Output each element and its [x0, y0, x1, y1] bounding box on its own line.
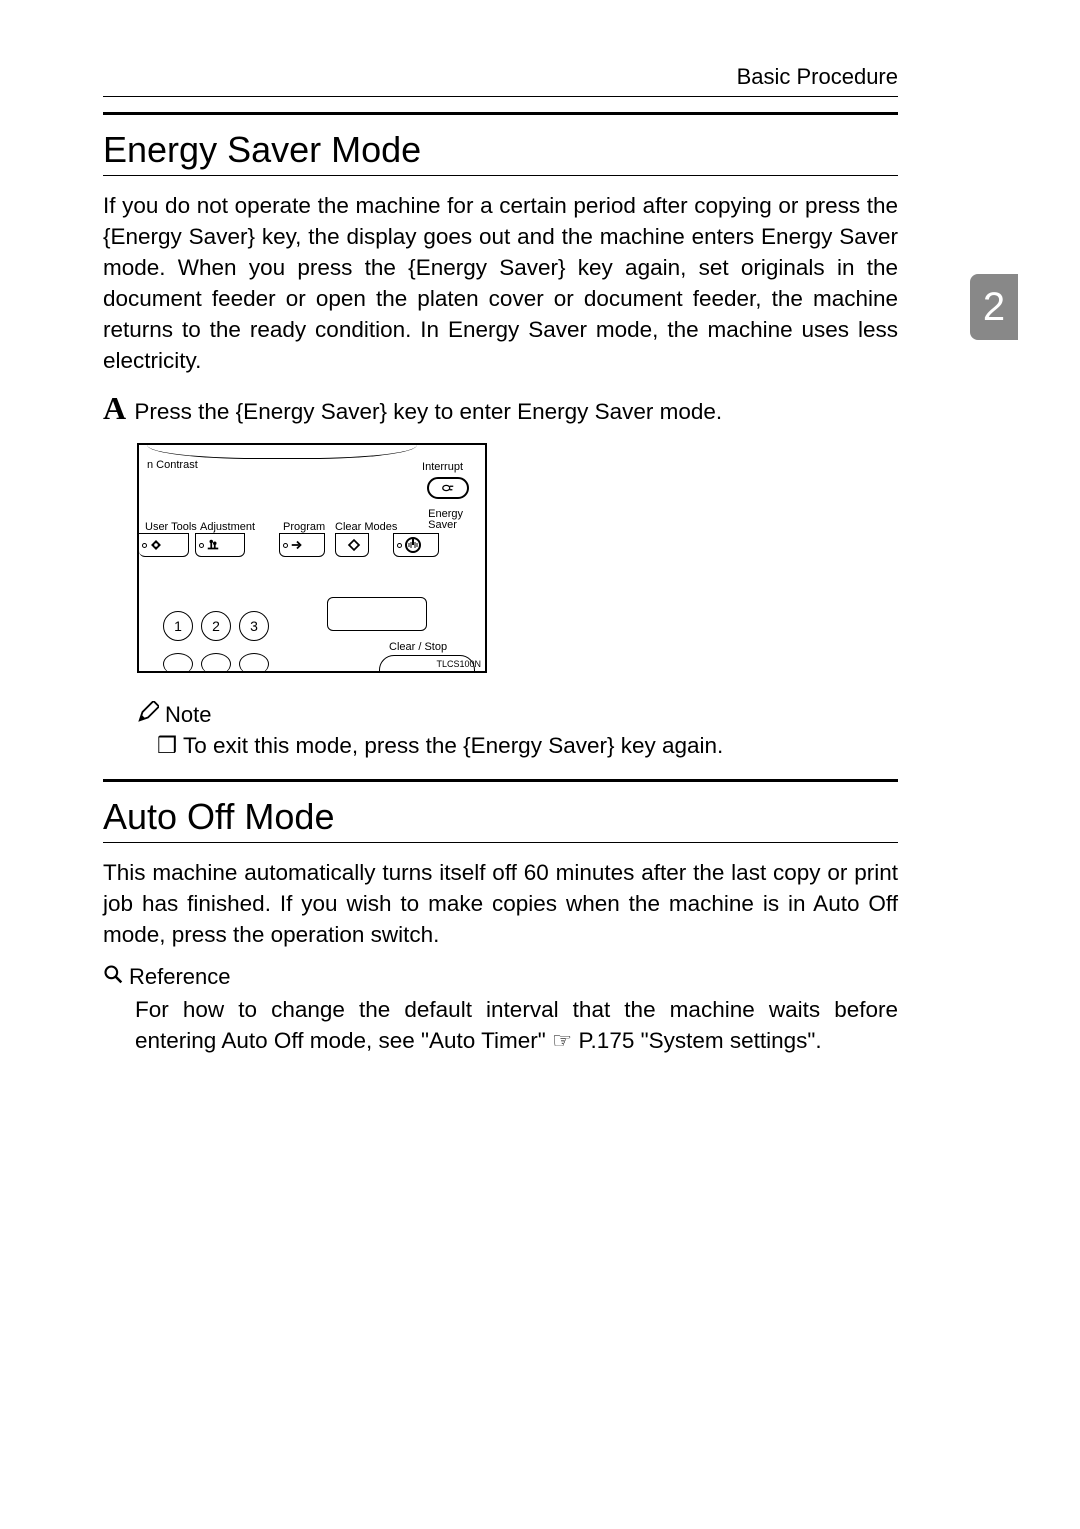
clear-stop-label: Clear / Stop: [389, 641, 447, 653]
led-icon: [283, 543, 288, 548]
numkey-1: 1: [163, 611, 193, 641]
interrupt-button: [427, 477, 469, 499]
reference-label: Reference: [129, 964, 231, 990]
energy-saver-button: [393, 533, 439, 557]
note-header: Note: [137, 701, 898, 729]
panel-curve: [147, 445, 417, 459]
contrast-label: n Contrast: [147, 459, 198, 471]
diamond-icon: [149, 538, 163, 552]
section-rule: [103, 175, 898, 176]
page-content: Energy Saver Mode If you do not operate …: [103, 112, 898, 1077]
reference-header: Reference: [103, 964, 898, 990]
section-body: If you do not operate the machine for a …: [103, 190, 898, 376]
slider-icon: [206, 538, 220, 552]
pencil-icon: [137, 701, 159, 729]
section-title-energy-saver: Energy Saver Mode: [103, 129, 898, 171]
page-reference: ☞ P.175: [552, 1028, 634, 1053]
step-text: Press the {Energy Saver} key to enter En…: [134, 399, 722, 424]
interrupt-icon: [441, 481, 455, 495]
reference-text-2: "System settings".: [641, 1028, 822, 1053]
energy-saver-label: Energy Saver: [428, 509, 463, 531]
note-block: Note ❒ To exit this mode, press the {Ene…: [137, 701, 898, 759]
led-icon: [199, 543, 204, 548]
numkey-3: 3: [239, 611, 269, 641]
clear-modes-button: [335, 533, 369, 557]
note-label: Note: [165, 702, 211, 728]
program-label: Program: [283, 521, 325, 533]
note-text-content: To exit this mode, press the {Energy Sav…: [183, 733, 723, 758]
numkey-partial: [239, 653, 269, 673]
adjustment-label: Adjustment: [200, 521, 255, 533]
clear-modes-label: Clear Modes: [335, 521, 397, 533]
numkey-partial: [163, 653, 193, 673]
section-rule: [103, 842, 898, 843]
chapter-tab: 2: [970, 274, 1018, 340]
numkey-partial: [201, 653, 231, 673]
led-icon: [142, 543, 147, 548]
diamond-outline-icon: [347, 538, 361, 552]
reference-block: Reference For how to change the default …: [103, 964, 898, 1056]
control-panel-diagram: n Contrast Interrupt Energy Saver User T…: [137, 443, 487, 673]
reference-text: For how to change the default interval t…: [135, 994, 898, 1056]
energy-label-2: Saver: [428, 519, 457, 531]
section-rule: [103, 779, 898, 782]
program-button: [279, 533, 325, 557]
arrow-icon: [290, 538, 304, 552]
step-letter: A: [103, 390, 126, 427]
adjustment-button: [195, 533, 245, 557]
note-text: ❒ To exit this mode, press the {Energy S…: [157, 733, 898, 759]
section-rule: [103, 112, 898, 115]
power-icon: [404, 536, 422, 554]
led-icon: [397, 543, 402, 548]
user-tools-button: [139, 533, 189, 557]
numkey-2: 2: [201, 611, 231, 641]
interrupt-label: Interrupt: [422, 461, 463, 473]
step-line: A Press the {Energy Saver} key to enter …: [103, 390, 898, 427]
section-title-auto-off: Auto Off Mode: [103, 796, 898, 838]
section-body: This machine automatically turns itself …: [103, 857, 898, 950]
header-rule: [103, 96, 898, 97]
header-breadcrumb: Basic Procedure: [737, 64, 898, 90]
blank-button: [327, 597, 427, 631]
user-tools-label: User Tools: [145, 521, 197, 533]
magnifier-icon: [103, 964, 123, 990]
diagram-caption: TLCS100N: [436, 659, 481, 669]
